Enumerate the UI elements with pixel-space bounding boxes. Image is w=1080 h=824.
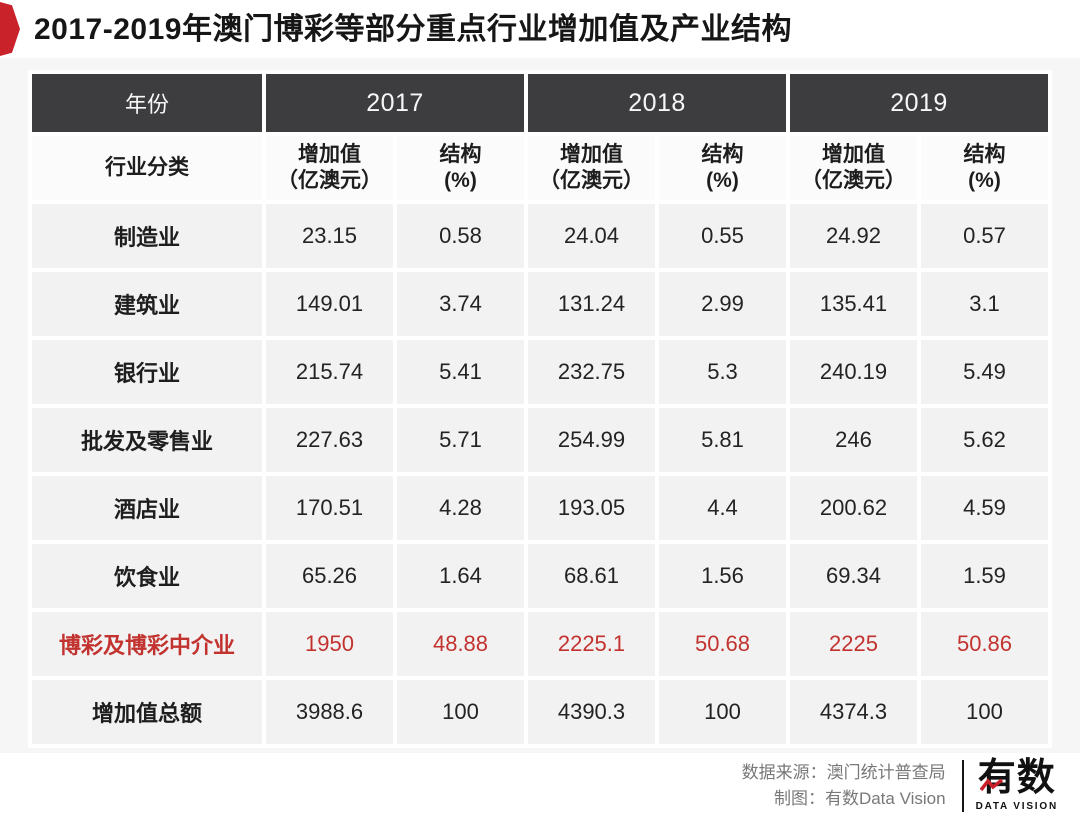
table-row: 银行业 215.74 5.41 232.75 5.3 240.19 5.49 xyxy=(32,340,1048,404)
cell-value: 200.62 xyxy=(790,476,917,540)
table-row: 酒店业 170.51 4.28 193.05 4.4 200.62 4.59 xyxy=(32,476,1048,540)
year-header-2019: 2019 xyxy=(790,74,1048,132)
footer-credits: 数据来源：澳门统计普查局 制图：有数Data Vision xyxy=(742,760,946,812)
value-header-2018: 增加值 （亿澳元） xyxy=(528,136,655,200)
cell-value: 24.92 xyxy=(790,204,917,268)
credit-label: 制图：有数Data Vision xyxy=(773,788,946,808)
cell-share: 5.3 xyxy=(659,340,786,404)
cell-value: 135.41 xyxy=(790,272,917,336)
cell-share: 1.59 xyxy=(921,544,1048,608)
table-section: 年份 2017 2018 2019 行业分类 增加值 （亿澳元） 结构 (%) xyxy=(0,58,1080,753)
ribbon-flag-icon xyxy=(0,2,20,56)
cell-share: 100 xyxy=(921,680,1048,744)
cell-value: 2225 xyxy=(790,612,917,676)
industry-label: 批发及零售业 xyxy=(32,408,262,472)
cell-value: 24.04 xyxy=(528,204,655,268)
subheader-row: 行业分类 增加值 （亿澳元） 结构 (%) 增加值 （亿澳元） 结构 xyxy=(32,136,1048,200)
cell-share: 48.88 xyxy=(397,612,524,676)
table-row: 增加值总额 3988.6 100 4390.3 100 4374.3 100 xyxy=(32,680,1048,744)
industry-label: 制造业 xyxy=(32,204,262,268)
footer-divider xyxy=(961,759,964,812)
cell-value: 131.24 xyxy=(528,272,655,336)
cell-share: 0.57 xyxy=(921,204,1048,268)
cell-share: 50.68 xyxy=(659,612,786,676)
cell-value: 1950 xyxy=(266,612,393,676)
cell-value: 3988.6 xyxy=(266,680,393,744)
industry-table: 年份 2017 2018 2019 行业分类 增加值 （亿澳元） 结构 (%) xyxy=(28,70,1052,748)
cell-share: 4.28 xyxy=(397,476,524,540)
footer: 数据来源：澳门统计普查局 制图：有数Data Vision 有数 DATA VI… xyxy=(0,753,1080,824)
corner-year-header: 年份 xyxy=(32,74,262,132)
year-header-2017: 2017 xyxy=(266,74,524,132)
cell-share: 100 xyxy=(397,680,524,744)
share-header-2017: 结构 (%) xyxy=(397,136,524,200)
year-header-2018: 2018 xyxy=(528,74,786,132)
cell-value: 227.63 xyxy=(266,408,393,472)
industry-label: 饮食业 xyxy=(32,544,262,608)
cell-value: 193.05 xyxy=(528,476,655,540)
cell-share: 1.56 xyxy=(659,544,786,608)
cell-value: 232.75 xyxy=(528,340,655,404)
cell-share: 50.86 xyxy=(921,612,1048,676)
table-row: 博彩及博彩中介业 1950 48.88 2225.1 50.68 2225 50… xyxy=(32,612,1048,676)
cell-share: 5.71 xyxy=(397,408,524,472)
cell-value: 65.26 xyxy=(266,544,393,608)
industry-dimension-header: 行业分类 xyxy=(32,136,262,200)
industry-label: 酒店业 xyxy=(32,476,262,540)
cell-value: 69.34 xyxy=(790,544,917,608)
logo-cn-text: 有数 xyxy=(977,756,1056,799)
share-header-2019: 结构 (%) xyxy=(921,136,1048,200)
value-header-2019: 增加值 （亿澳元） xyxy=(790,136,917,200)
cell-value: 4374.3 xyxy=(790,680,917,744)
cell-value: 254.99 xyxy=(528,408,655,472)
table-row: 饮食业 65.26 1.64 68.61 1.56 69.34 1.59 xyxy=(32,544,1048,608)
cell-share: 3.74 xyxy=(397,272,524,336)
cell-value: 215.74 xyxy=(266,340,393,404)
cell-value: 2225.1 xyxy=(528,612,655,676)
cell-value: 149.01 xyxy=(266,272,393,336)
cell-value: 4390.3 xyxy=(528,680,655,744)
table-row: 制造业 23.15 0.58 24.04 0.55 24.92 0.57 xyxy=(32,204,1048,268)
value-header-2017: 增加值 （亿澳元） xyxy=(266,136,393,200)
cell-value: 23.15 xyxy=(266,204,393,268)
cell-share: 0.58 xyxy=(397,204,524,268)
cell-share: 5.62 xyxy=(921,408,1048,472)
title-bar: 2017-2019年澳门博彩等部分重点行业增加值及产业结构 xyxy=(0,0,1080,58)
youshu-logo: 有数 DATA VISION xyxy=(975,756,1058,813)
cell-share: 2.99 xyxy=(659,272,786,336)
year-header-row: 年份 2017 2018 2019 xyxy=(32,74,1048,132)
cell-value: 240.19 xyxy=(790,340,917,404)
data-source-label: 数据来源：澳门统计普查局 xyxy=(741,762,946,782)
cell-share: 4.59 xyxy=(921,476,1048,540)
industry-label: 增加值总额 xyxy=(32,680,262,744)
cell-value: 68.61 xyxy=(528,544,655,608)
cell-share: 5.41 xyxy=(397,340,524,404)
page-title: 2017-2019年澳门博彩等部分重点行业增加值及产业结构 xyxy=(34,13,792,46)
cell-share: 5.49 xyxy=(921,340,1048,404)
share-header-2018: 结构 (%) xyxy=(659,136,786,200)
cell-share: 1.64 xyxy=(397,544,524,608)
industry-label: 建筑业 xyxy=(32,272,262,336)
cell-value: 170.51 xyxy=(266,476,393,540)
logo-en-text: DATA VISION xyxy=(975,801,1058,813)
cell-share: 0.55 xyxy=(659,204,786,268)
table-row: 建筑业 149.01 3.74 131.24 2.99 135.41 3.1 xyxy=(32,272,1048,336)
cell-value: 246 xyxy=(790,408,917,472)
table-row: 批发及零售业 227.63 5.71 254.99 5.81 246 5.62 xyxy=(32,408,1048,472)
cell-share: 5.81 xyxy=(659,408,786,472)
cell-share: 100 xyxy=(659,680,786,744)
industry-label: 银行业 xyxy=(32,340,262,404)
cell-share: 3.1 xyxy=(921,272,1048,336)
cell-share: 4.4 xyxy=(659,476,786,540)
industry-label: 博彩及博彩中介业 xyxy=(32,612,262,676)
